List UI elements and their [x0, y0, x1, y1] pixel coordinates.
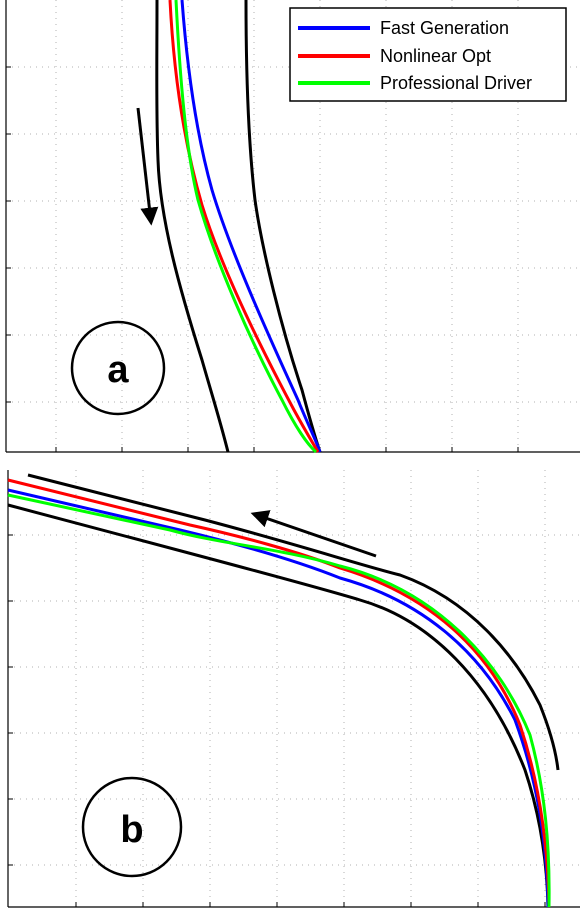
panel-a-track-edge-right	[244, 0, 322, 453]
panel-a-ticks	[6, 66, 519, 452]
panel-a: a Fast Generation Nonlinear Opt Professi…	[5, 0, 580, 454]
panel-a-line-nonlinear-opt	[168, 0, 320, 453]
panel-b-grid	[8, 470, 580, 907]
panel-b-direction-arrow	[250, 510, 377, 558]
panel-b-line-nonlinear-opt	[7, 478, 551, 908]
panel-b-track-edge-outer	[27, 473, 560, 771]
panel-a-label: a	[107, 349, 129, 391]
panel-b-label-circle	[81, 776, 183, 878]
panel-b-axes	[7, 470, 580, 908]
panel-b-track-edge-inner	[7, 503, 550, 908]
panel-a-track-edge-left	[155, 0, 230, 453]
panel-a-label-circle	[70, 320, 166, 416]
panel-b-line-professional-driver	[7, 493, 551, 908]
legend-label-fast-generation: Fast Generation	[380, 18, 509, 38]
panel-b-ticks	[8, 534, 546, 907]
legend: Fast Generation Nonlinear Opt Profession…	[289, 7, 567, 102]
legend-label-nonlinear-opt: Nonlinear Opt	[380, 46, 491, 66]
panel-b-label: b	[120, 809, 143, 851]
panel-b-line-fast-generation	[7, 488, 550, 908]
panel-a-line-professional-driver	[174, 0, 318, 454]
panel-a-line-fast-generation	[180, 0, 322, 453]
panel-a-axes	[5, 0, 580, 453]
panel-a-direction-arrow	[136, 107, 159, 226]
legend-label-professional-driver: Professional Driver	[380, 73, 532, 93]
panel-b: b	[7, 470, 580, 908]
